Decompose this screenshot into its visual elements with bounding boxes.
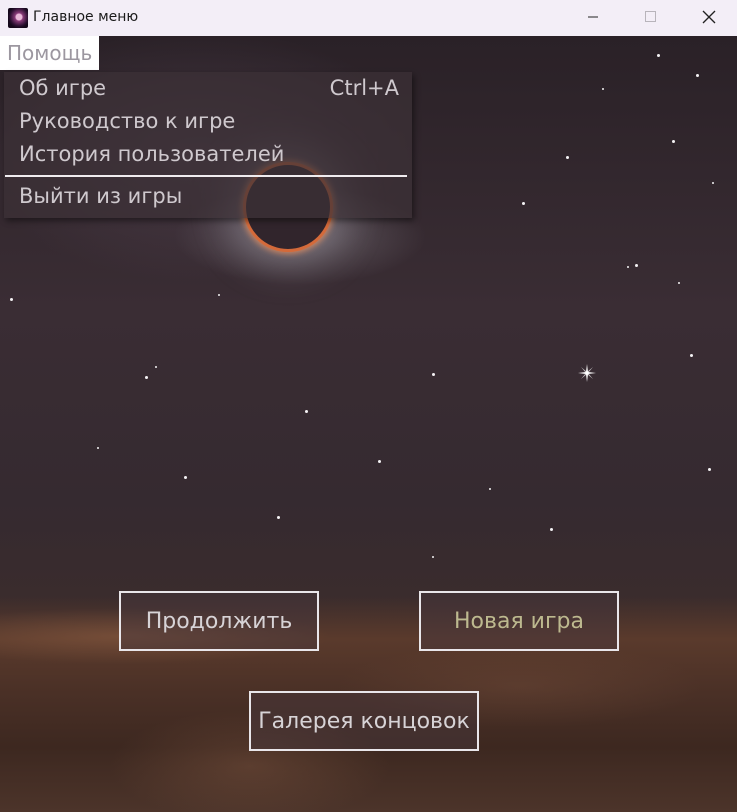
- star: [378, 460, 381, 463]
- window-titlebar: Главное меню: [0, 0, 737, 36]
- menu-item-about-label: Об игре: [19, 76, 107, 100]
- help-dropdown-menu: Об игре Ctrl+A Руководство к игре Истори…: [4, 72, 412, 218]
- new-game-button[interactable]: Новая игра: [419, 591, 619, 651]
- minimize-button[interactable]: [570, 0, 616, 36]
- menu-item-user-history[interactable]: История пользователей: [19, 142, 399, 172]
- star: [635, 264, 638, 267]
- window-title: Главное меню: [33, 9, 139, 25]
- star: [97, 447, 99, 449]
- menu-item-guide-label: Руководство к игре: [19, 109, 236, 133]
- star: [184, 476, 187, 479]
- star: [566, 156, 569, 159]
- star: [602, 88, 604, 90]
- new-game-button-label: Новая игра: [454, 608, 584, 634]
- menu-help-label: Помощь: [7, 41, 93, 65]
- app-icon: [8, 8, 28, 28]
- star: [145, 376, 148, 379]
- menu-item-about[interactable]: Об игре Ctrl+A: [19, 76, 399, 106]
- star: [432, 373, 435, 376]
- star: [690, 354, 693, 357]
- star: [305, 410, 308, 413]
- menu-item-about-shortcut: Ctrl+A: [329, 76, 399, 100]
- star: [657, 54, 660, 57]
- star: [489, 488, 491, 490]
- minimize-icon: [588, 16, 598, 18]
- star: [708, 468, 711, 471]
- bright-star-icon: [578, 364, 596, 382]
- star: [10, 298, 13, 301]
- star: [277, 516, 280, 519]
- continue-button[interactable]: Продолжить: [119, 591, 319, 651]
- star: [522, 202, 525, 205]
- continue-button-label: Продолжить: [145, 608, 293, 634]
- star: [627, 266, 629, 268]
- star: [432, 556, 434, 558]
- star: [696, 74, 699, 77]
- maximize-icon: [645, 11, 656, 22]
- menu-item-exit[interactable]: Выйти из игры: [19, 184, 399, 214]
- menu-item-guide[interactable]: Руководство к игре: [19, 109, 399, 139]
- close-button[interactable]: [686, 0, 732, 36]
- star: [712, 182, 714, 184]
- planet-surface: [0, 596, 737, 812]
- menu-help[interactable]: Помощь: [0, 36, 100, 70]
- star: [550, 528, 553, 531]
- star: [218, 294, 220, 296]
- close-icon: [702, 10, 716, 24]
- menu-item-exit-label: Выйти из игры: [19, 184, 183, 208]
- maximize-button[interactable]: [627, 0, 673, 36]
- menu-item-user-history-label: История пользователей: [19, 142, 285, 166]
- star: [672, 140, 675, 143]
- menu-separator: [5, 175, 407, 177]
- endings-gallery-button[interactable]: Галерея концовок: [249, 691, 479, 751]
- star: [678, 282, 680, 284]
- star: [155, 366, 157, 368]
- endings-gallery-button-label: Галерея концовок: [258, 708, 470, 734]
